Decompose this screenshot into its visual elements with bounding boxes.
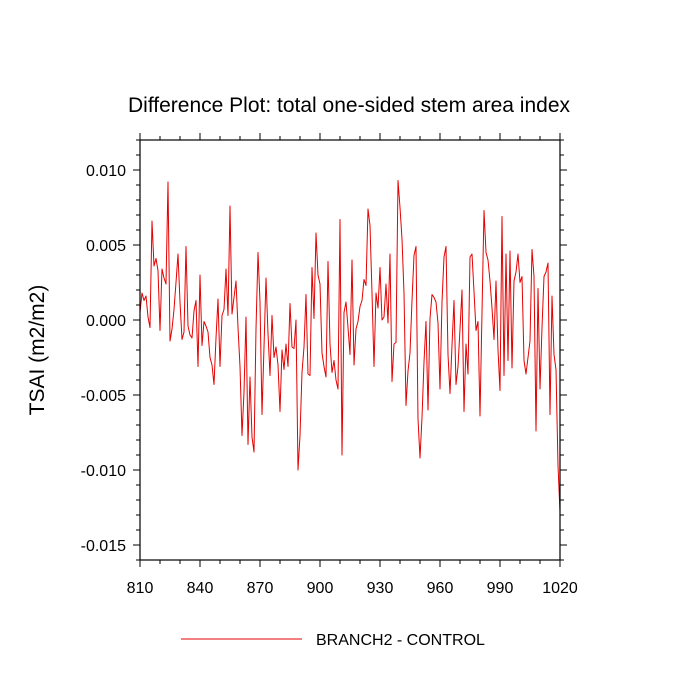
x-tick-label: 990 (487, 580, 514, 597)
y-tick-label: -0.005 (81, 388, 126, 405)
x-tick-label: 930 (367, 580, 394, 597)
axes: 810 840 870 900 930 960 990 1020 -0.015 -0.010 -0.… (81, 133, 578, 597)
x-tick-label: 810 (127, 580, 154, 597)
x-tick-label: 1020 (542, 580, 578, 597)
legend-label: BRANCH2 - CONTROL (316, 632, 485, 649)
x-tick-label: 960 (427, 580, 454, 597)
x-tick-label: 900 (307, 580, 334, 597)
x-tick-label: 870 (247, 580, 274, 597)
y-tick-label: 0.010 (86, 163, 126, 180)
y-tick-label: -0.010 (81, 463, 126, 480)
y-tick-label: 0.000 (86, 313, 126, 330)
series-line (139, 180, 561, 513)
y-tick-label: 0.005 (86, 238, 126, 255)
y-axis-label: TSAI (m2/m2) (26, 285, 49, 416)
chart-title: Difference Plot: total one-sided stem ar… (128, 94, 571, 117)
x-tick-label: 840 (187, 580, 214, 597)
y-tick-label: -0.015 (81, 538, 126, 555)
plot-area (139, 180, 561, 513)
legend: BRANCH2 - CONTROL (181, 632, 485, 649)
